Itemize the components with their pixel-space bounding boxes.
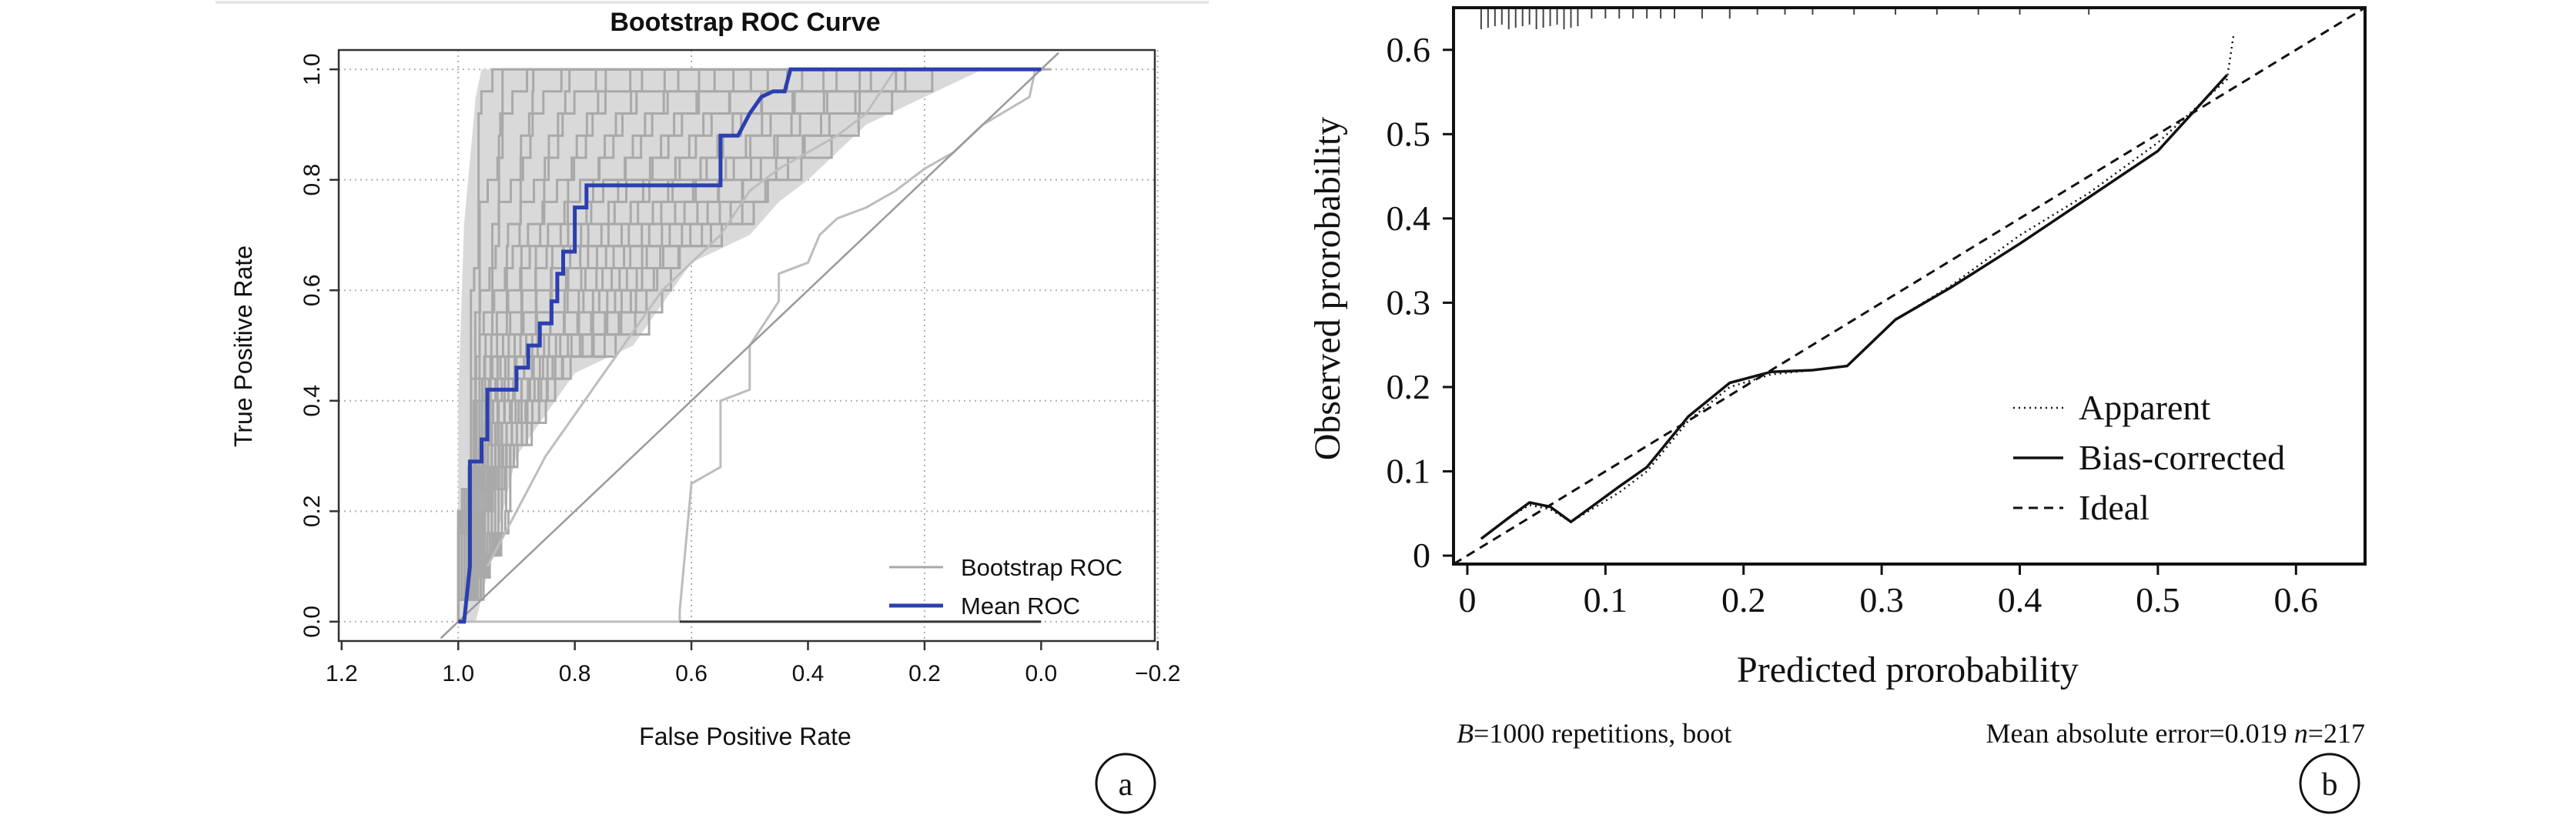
x-tick-label: 0 — [1458, 580, 1476, 619]
y-tick-label: 0.5 — [1387, 114, 1431, 153]
x-tick-label: 0.1 — [1584, 580, 1628, 619]
y-tick-label: 0.2 — [1387, 367, 1431, 406]
ideal-line — [1453, 6, 2366, 566]
x-tick-label: 0.5 — [2136, 580, 2180, 619]
rug-marks — [1480, 8, 2090, 29]
legend-label: Bias-corrected — [2079, 438, 2285, 477]
chart-b-legend: Apparent Bias-corrected Ideal — [2013, 388, 2285, 527]
legend-label: Mean ROC — [961, 593, 1080, 619]
y-tick-label: 0.6 — [299, 274, 325, 306]
y-tick-label: 0.4 — [1387, 199, 1431, 238]
footnote-repetitions: =1000 repetitions, boot — [1474, 718, 1731, 749]
panel-b-label: b — [2322, 767, 2338, 803]
bootstrap-roc-line — [457, 68, 1042, 622]
bootstrap-roc-line — [457, 68, 1042, 622]
panel-b-calibration-chart: 0 0.1 0.2 0.3 0.4 0.5 0.6 00.10.20.30.40.50.6 … — [1307, 6, 2367, 814]
bootstrap-fill-area — [458, 69, 1042, 622]
bootstrap-roc-line — [457, 68, 1042, 622]
footnote-mae: Mean absolute error=0.019 — [1986, 718, 2294, 749]
chart-a-y-axis-label: True Positive Rate — [229, 245, 257, 447]
x-tick-label: 1.0 — [442, 661, 474, 686]
bootstrap-roc-line — [457, 68, 1042, 622]
chart-b-y-ticks: 0 0.1 0.2 0.3 0.4 0.5 0.6 — [1387, 30, 1454, 575]
chart-b-x-axis-label: Predicted prorobability — [1737, 649, 2079, 690]
chart-a-legend: Bootstrap ROC Mean ROC — [889, 554, 1122, 619]
chart-a-plot-border — [337, 48, 1156, 643]
chart-b-x-ticks: 0 0.1 0.2 0.3 0.4 0.5 0.6 — [1458, 564, 2318, 619]
bootstrap-roc-line — [458, 68, 1037, 623]
x-tick-label: 1.2 — [326, 661, 358, 686]
chart-a-title: Bootstrap ROC Curve — [610, 8, 880, 37]
chart-a-x-ticks: 1.2 1.0 0.8 0.6 0.4 0.2 0.0 −0.2 — [326, 641, 1180, 686]
series-bias-corrected-polyline — [1480, 74, 2228, 540]
x-tick-label: 0.0 — [1025, 661, 1057, 686]
y-tick-label: 0.3 — [1387, 282, 1431, 322]
x-tick-label: 0.6 — [2274, 580, 2319, 619]
x-tick-label: 0.2 — [908, 661, 941, 686]
panel-a-label-badge: a — [1095, 753, 1156, 814]
bootstrap-roc-line — [486, 68, 897, 567]
bootstrap-roc-line — [457, 68, 1042, 622]
y-tick-label: 0.0 — [299, 606, 325, 638]
legend-label: Apparent — [2079, 388, 2210, 427]
y-tick-label: 0.4 — [299, 385, 325, 417]
y-tick-label: 1.0 — [299, 53, 325, 85]
bootstrap-roc-line — [457, 68, 1042, 622]
chart-a-y-ticks: 0.0 0.2 0.4 0.6 0.8 1.0 — [299, 53, 339, 638]
x-tick-label: 0.4 — [1998, 580, 2042, 619]
panel-b-label-circle — [2299, 753, 2360, 814]
bootstrap-envelope — [458, 69, 1042, 622]
panel-a-label-circle — [1095, 753, 1156, 814]
y-tick-label: 0.6 — [1387, 30, 1431, 69]
panel-a-label: a — [1119, 767, 1133, 803]
y-tick-label: 0.1 — [1387, 452, 1431, 491]
footnote-left: B=1000 repetitions, boot — [1457, 718, 1731, 749]
bootstrap-roc-line — [457, 68, 1042, 622]
footnote-right: Mean absolute error=0.019 n=217 — [1986, 718, 2366, 749]
panel-b-label-badge: b — [2299, 753, 2360, 814]
legend-label: Ideal — [2079, 488, 2149, 527]
y-tick-label: 0 — [1413, 536, 1430, 575]
series-ideal-polyline — [1453, 6, 2366, 566]
x-tick-label: 0.8 — [559, 661, 591, 686]
legend-label: Bootstrap ROC — [961, 554, 1122, 581]
footnote-n-symbol: n — [2294, 718, 2308, 749]
panel-a-roc-chart: Bootstrap ROC Curve 1.2 1.0 0.8 0.6 0.4 0.2 0.… — [216, 1, 1209, 814]
x-tick-label: −0.2 — [1135, 661, 1180, 686]
bootstrap-roc-line — [457, 68, 1047, 622]
chart-b-y-axis-label: Observed prorobability — [1307, 117, 1348, 461]
chart-b-plot-border — [1452, 6, 2367, 566]
footnote-n-value: =217 — [2308, 718, 2365, 749]
footnote-b-symbol: B — [1457, 718, 1474, 749]
x-tick-label: 0.6 — [675, 661, 708, 686]
y-tick-label: 0.8 — [299, 164, 325, 196]
mean-roc-line — [458, 67, 1042, 624]
bias-corrected-line — [1480, 74, 2228, 540]
diagonal-line — [440, 52, 1059, 639]
x-tick-label: 0.2 — [1721, 580, 1766, 619]
x-tick-label: 0.3 — [1859, 580, 1904, 619]
diagonal-reference-line — [440, 52, 1059, 639]
chart-a-x-axis-label: False Positive Rate — [639, 723, 851, 750]
y-tick-label: 0.2 — [299, 495, 325, 527]
x-tick-label: 0.4 — [792, 661, 825, 686]
mean-roc-polyline — [458, 67, 1042, 624]
